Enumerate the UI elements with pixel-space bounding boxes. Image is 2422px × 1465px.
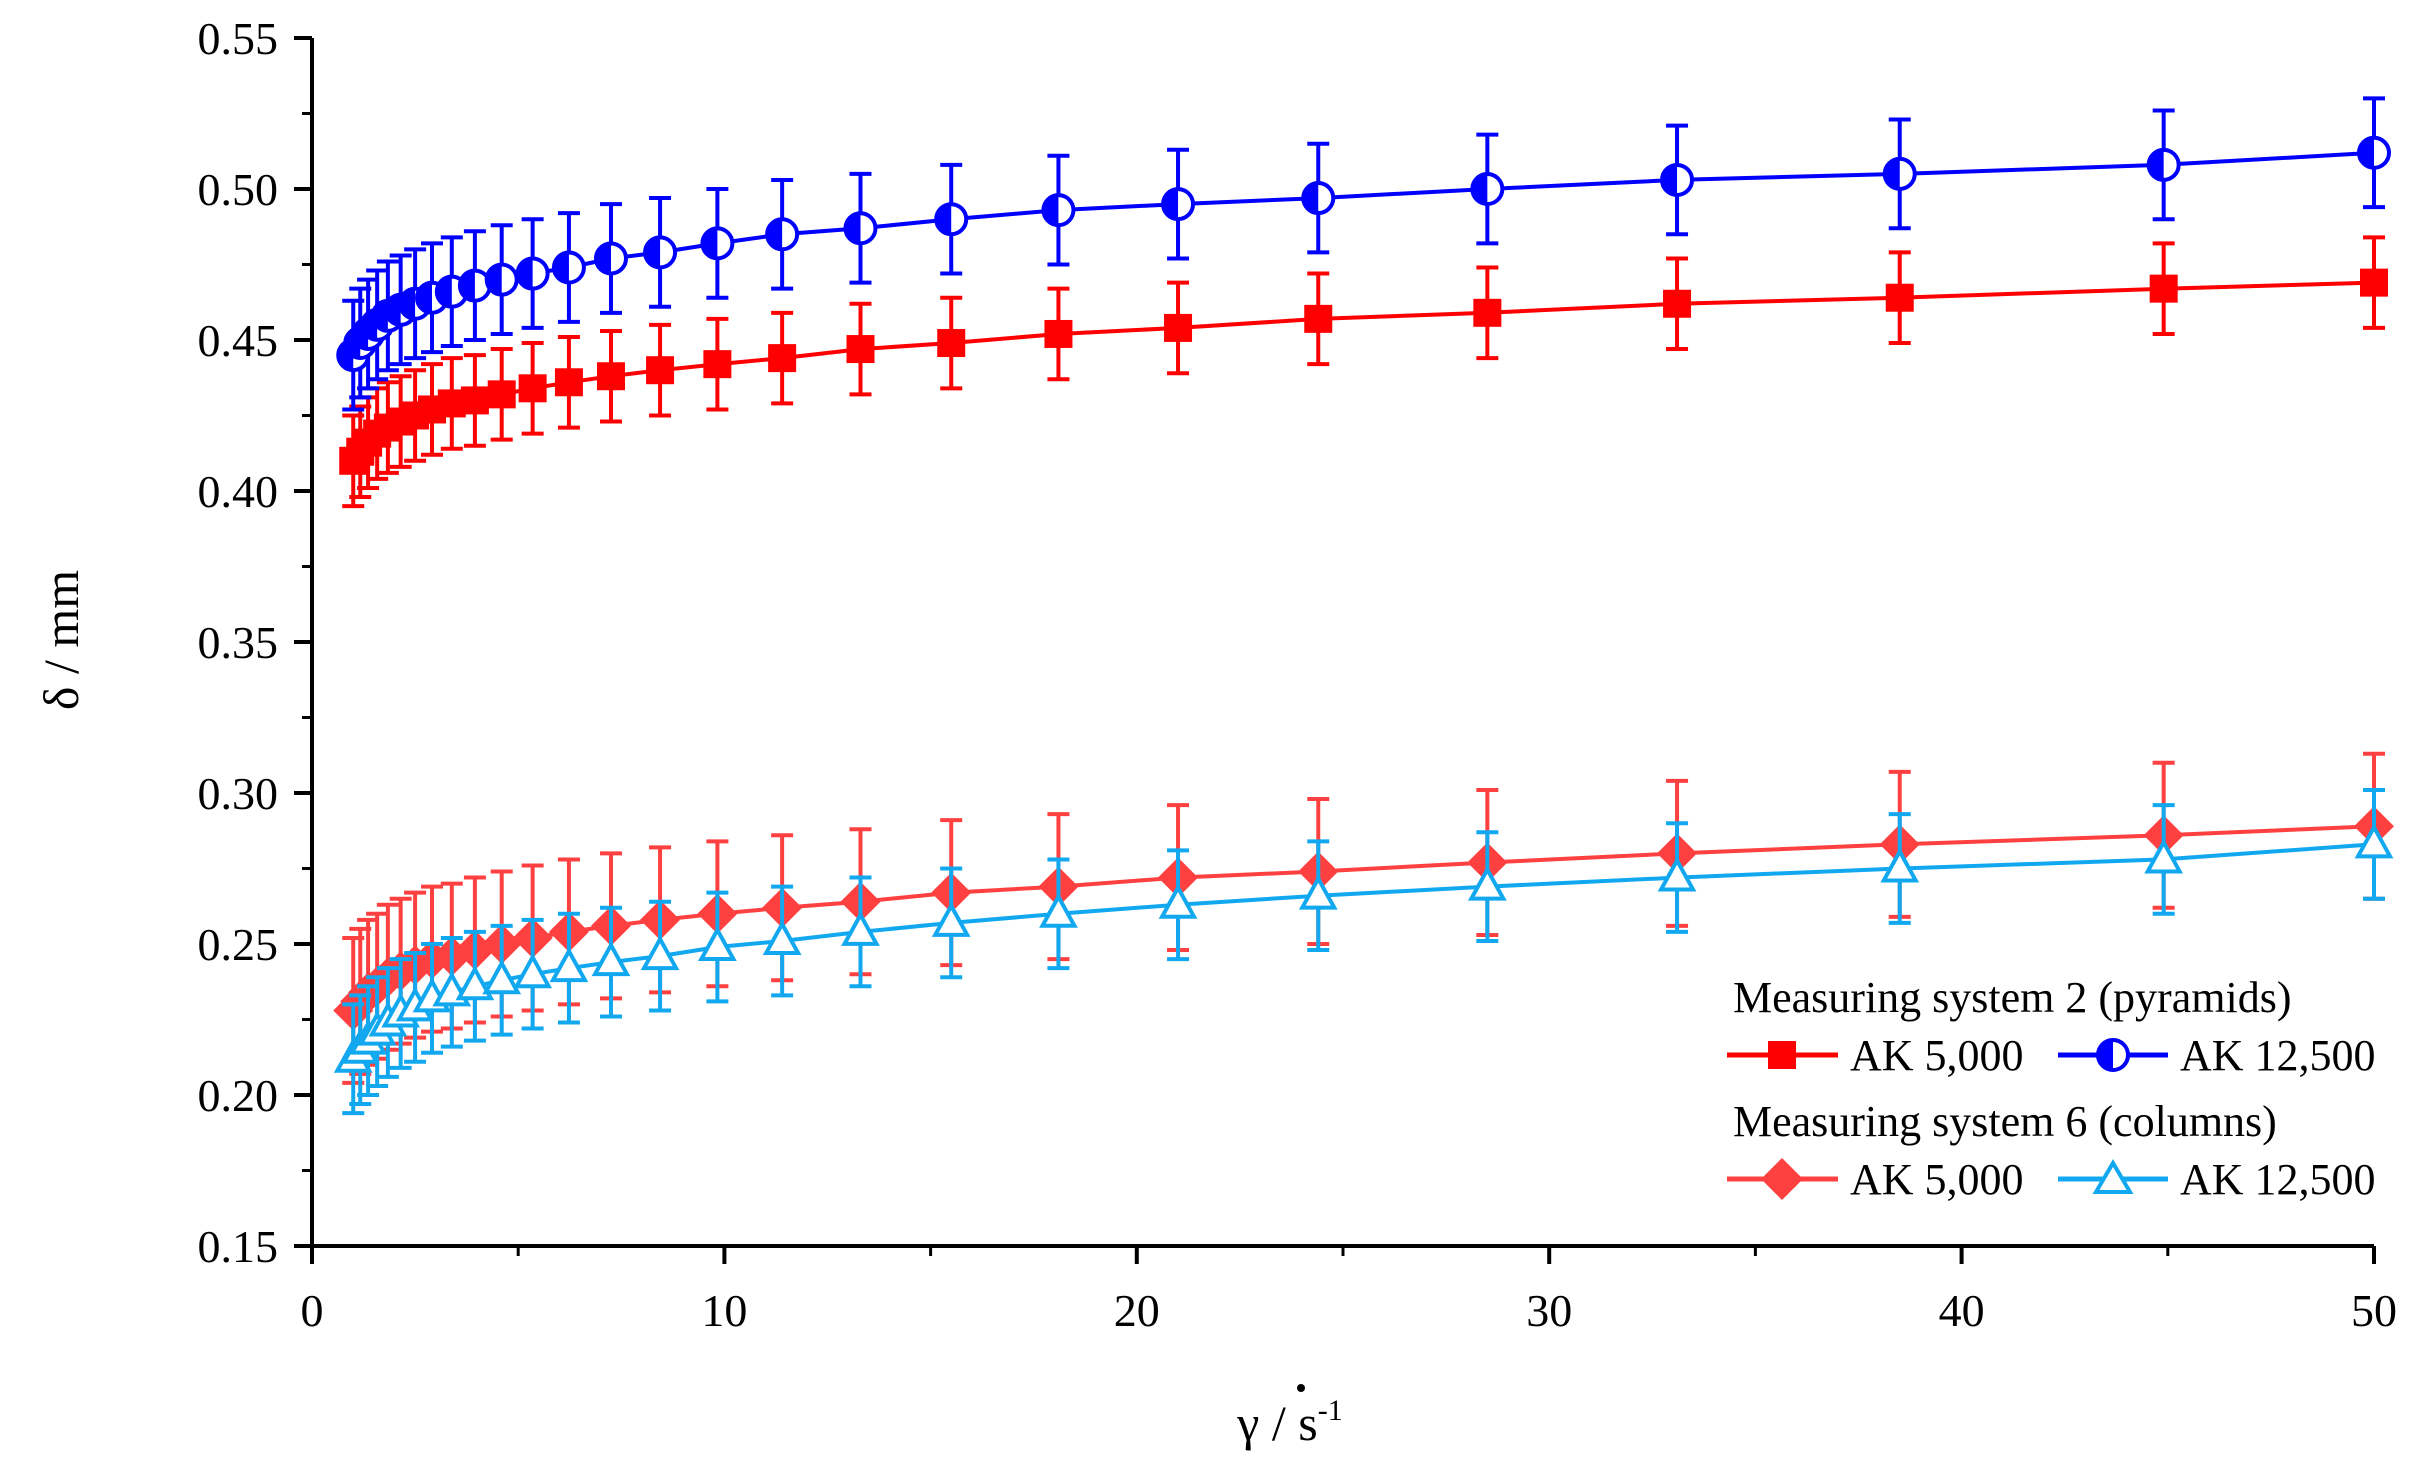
x-tick-label: 30 <box>1526 1285 1572 1336</box>
tick-marks <box>294 36 2376 1264</box>
data-point <box>457 268 492 303</box>
legend-label-series-3: AK 5,000 <box>1850 1155 2024 1204</box>
y-tick-label: 0.50 <box>198 164 279 215</box>
y-tick-label: 0.20 <box>198 1070 279 1121</box>
data-point <box>1467 865 1507 901</box>
data-point <box>762 919 802 955</box>
x-tick-label: 10 <box>701 1285 747 1336</box>
series-2 <box>336 96 2391 412</box>
data-point <box>1301 181 1336 216</box>
data-point <box>703 350 732 379</box>
data-point <box>1161 187 1196 222</box>
x-tick-label: 40 <box>1939 1285 1985 1336</box>
data-point <box>596 362 625 391</box>
data-point <box>643 235 678 270</box>
legend: Measuring system 2 (pyramids) Measuring … <box>1727 973 2376 1204</box>
tick-labels: 0.15 0.20 0.25 0.30 0.35 0.40 0.45 0.50 0.55 0 10 2… <box>198 13 2398 1336</box>
x-tick-label: 20 <box>1114 1285 1160 1336</box>
x-axis-label-symbol: γ <box>1236 1395 1259 1451</box>
data-point <box>2354 823 2394 859</box>
legend-group-title-1: Measuring system 2 (pyramids) <box>1733 973 2291 1022</box>
data-point <box>698 925 737 962</box>
data-point <box>1663 289 1692 318</box>
x-tick-label: 50 <box>2351 1285 2397 1336</box>
x-axis-label-exponent: -1 <box>1318 1394 1343 1427</box>
legend-marker-series-1 <box>1768 1041 1796 1069</box>
x-axis-label: γ / s-1 <box>1236 1394 1342 1451</box>
data-point <box>549 947 589 983</box>
data-point <box>846 335 875 364</box>
data-point <box>1039 892 1078 928</box>
data-point <box>841 910 880 946</box>
legend-label-series-1: AK 5,000 <box>1850 1031 2024 1080</box>
data-point <box>700 226 735 261</box>
data-point <box>484 262 519 297</box>
data-point <box>1470 172 1505 206</box>
data-point <box>1044 319 1073 348</box>
data-point <box>934 202 969 237</box>
data-point <box>2357 135 2391 170</box>
data-point <box>843 211 878 246</box>
data-point <box>1164 313 1193 342</box>
x-axis-label-dot <box>1297 1384 1305 1392</box>
legend-marker-series-4 <box>2092 1159 2134 1194</box>
x-axis-label-unit: / s <box>1259 1395 1317 1451</box>
data-point <box>1882 156 1917 191</box>
data-point <box>2360 268 2388 297</box>
y-tick-label: 0.15 <box>198 1221 279 1272</box>
legend-marker-series-3 <box>1761 1158 1803 1200</box>
data-point <box>931 901 971 937</box>
x-tick-label: 0 <box>301 1285 324 1336</box>
data-point <box>1158 883 1198 919</box>
data-point <box>487 380 516 409</box>
data-point <box>482 959 522 995</box>
data-point <box>518 374 547 403</box>
data-point <box>515 256 550 291</box>
y-tick-label: 0.30 <box>198 768 279 819</box>
data-point <box>460 386 489 415</box>
y-axis-label: δ / mm <box>33 570 89 710</box>
data-point <box>1660 162 1695 197</box>
data-point <box>646 356 675 385</box>
legend-marker-series-2-fill <box>2098 1040 2113 1070</box>
data-point <box>1885 283 1914 312</box>
data-point <box>1657 856 1697 892</box>
axes <box>310 38 2374 1248</box>
y-tick-label: 0.25 <box>198 919 279 970</box>
data-point <box>937 329 966 358</box>
y-tick-label: 0.55 <box>198 13 279 64</box>
data-point <box>2149 274 2178 303</box>
series-1 <box>339 235 2388 509</box>
data-point <box>1304 304 1333 333</box>
data-point <box>1880 847 1920 883</box>
data-point <box>2146 147 2181 182</box>
data-point <box>554 368 583 397</box>
y-tick-label: 0.40 <box>198 466 279 517</box>
data-point <box>591 940 631 977</box>
legend-label-series-2: AK 12,500 <box>2180 1031 2376 1080</box>
data-point <box>768 344 797 373</box>
legend-label-series-4: AK 12,500 <box>2180 1155 2376 1204</box>
data-point <box>593 241 628 276</box>
legend-group-title-2: Measuring system 6 (columns) <box>1733 1097 2277 1146</box>
data-point <box>551 250 586 285</box>
data-point <box>2144 838 2184 874</box>
y-tick-label: 0.45 <box>198 315 279 366</box>
data-point <box>1473 298 1502 327</box>
data-point <box>455 965 495 1001</box>
data-point <box>513 953 553 989</box>
series-4 <box>333 787 2394 1116</box>
data-point <box>1041 193 1076 228</box>
data-point <box>1298 874 1338 910</box>
plot-series <box>333 96 2394 1116</box>
data-point <box>640 934 680 971</box>
y-tick-label: 0.35 <box>198 617 279 668</box>
series-3 <box>333 751 2394 1085</box>
data-point <box>765 217 800 252</box>
